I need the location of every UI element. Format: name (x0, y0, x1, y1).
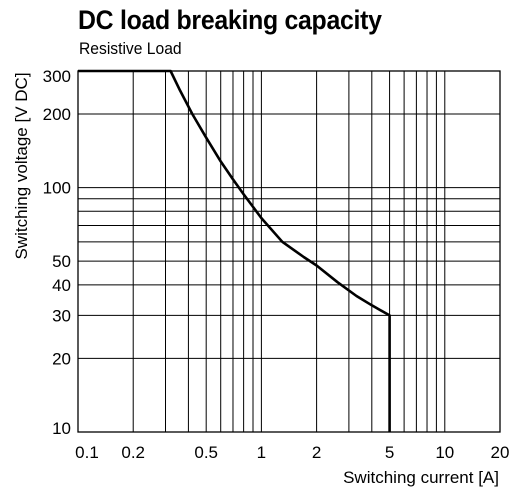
y-tick-label-5: 100 (43, 179, 71, 198)
x-tick-label-5: 5 (385, 443, 394, 462)
x-tick-label-6: 10 (435, 443, 454, 462)
x-tick-label-0: 0.1 (75, 443, 99, 462)
y-tick-label-4: 50 (52, 252, 71, 271)
y-tick-label-7: 300 (43, 67, 71, 86)
x-tick-label-2: 0.5 (194, 443, 218, 462)
y-axis-label: Switching voltage [V DC] (12, 72, 31, 259)
x-tick-label-7: 20 (491, 443, 510, 462)
y-tick-label-0: 10 (52, 419, 71, 438)
x-axis-label: Switching current [A] (343, 468, 499, 487)
series-line-0 (78, 69, 391, 432)
y-tick-label-6: 200 (43, 105, 71, 124)
x-tick-label-1: 0.2 (121, 443, 145, 462)
x-tick-label-3: 1 (257, 443, 266, 462)
plot-frame (77, 70, 501, 433)
y-tick-label-2: 30 (52, 306, 71, 325)
y-tick-label-1: 20 (52, 349, 71, 368)
grid (77, 70, 501, 433)
chart-subtitle: Resistive Load (79, 39, 182, 58)
y-tick-label-3: 40 (52, 276, 71, 295)
x-tick-label-4: 2 (312, 443, 321, 462)
chart-title: DC load breaking capacity (78, 5, 382, 35)
y-axis-ticks: 10 20 30 40 50 100 200 300 (43, 67, 71, 438)
curve (78, 69, 391, 432)
x-axis-ticks: 0.1 0.2 0.5 1 2 5 10 20 (75, 443, 509, 462)
